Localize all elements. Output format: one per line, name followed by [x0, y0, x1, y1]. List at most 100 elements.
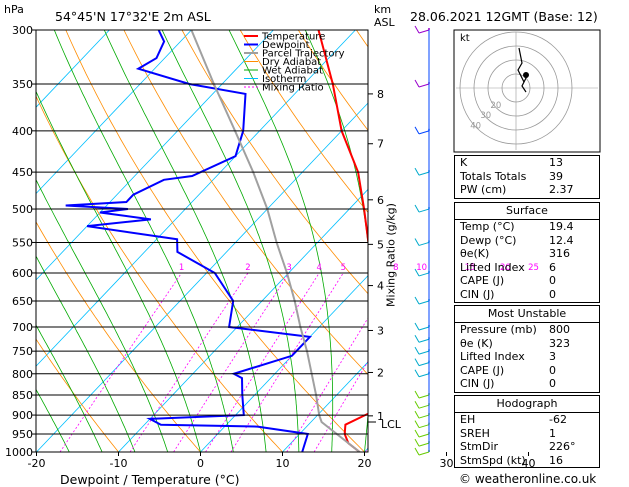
height-unit-asl: ASL [374, 16, 395, 29]
mu-value: 323 [549, 337, 570, 351]
mixing-ratio-label: 10 [416, 263, 427, 273]
surface-value: 6 [549, 261, 556, 275]
mixing-ratio-label: 2 [245, 263, 250, 273]
mu-label: CAPE (J) [460, 364, 504, 378]
surface-row: Temp (°C) 19.4 [455, 220, 599, 234]
wind-barb-flag [415, 411, 419, 418]
surface-row: CAPE (J) 0 [455, 274, 599, 288]
wind-barb-flag [415, 238, 419, 245]
x-axis-title: Dewpoint / Temperature (°C) [60, 472, 239, 487]
wind-barb [419, 327, 429, 330]
wind-barb-flag [415, 127, 419, 134]
wind-barb [419, 131, 429, 134]
wet-adiabat-line [11, 30, 201, 452]
wind-barb-flag [415, 168, 419, 175]
hodo-value: 16 [549, 454, 563, 468]
mixing-ratio-label: 3 [286, 263, 291, 273]
y-tick-label: 400 [12, 125, 33, 138]
mixing-ratio-label: 1 [179, 263, 184, 273]
surface-value: 316 [549, 247, 570, 261]
wind-barb [419, 363, 429, 366]
y-tick-label: 350 [12, 78, 33, 91]
hodo-label: EH [460, 413, 475, 427]
height-tick-label: 7 [377, 138, 384, 151]
hodo-value: 226° [549, 440, 576, 454]
wind-barb-flag [415, 359, 419, 366]
wind-barb [419, 415, 429, 418]
y-tick-label: 450 [12, 166, 33, 179]
wind-barb-flag [415, 448, 419, 455]
height-tick-label: 2 [377, 366, 384, 379]
x-tick-label: 0 [197, 457, 204, 470]
wind-barb-flag [415, 26, 419, 33]
surface-row: CIN (J)0 [455, 288, 599, 302]
credit-text: © weatheronline.co.uk [459, 472, 596, 486]
index-value: 2.37 [549, 183, 574, 197]
y-tick-label: 800 [12, 368, 33, 381]
y-tick-label: 550 [12, 236, 33, 249]
wind-barb-flag [415, 347, 419, 354]
hodo-value: 1 [549, 427, 556, 441]
index-label: Totals Totals [460, 170, 526, 184]
surface-label: CIN (J) [460, 288, 494, 302]
hodo-label: SREH [460, 427, 490, 441]
mu-row: CAPE (J)0 [455, 364, 599, 378]
mu-label: Pressure (mb) [460, 323, 537, 337]
surface-label: CAPE (J) [460, 274, 504, 288]
wind-barb [419, 452, 429, 455]
hodograph-unit: kt [460, 33, 470, 44]
wind-barb-flag [415, 430, 419, 437]
height-tick-label: 8 [377, 88, 384, 101]
y-tick-label: 750 [12, 345, 33, 358]
mu-label: Lifted Index [460, 350, 525, 364]
wind-barb [419, 443, 429, 446]
wind-barb [419, 273, 429, 276]
surface-label: Temp (°C) [460, 220, 515, 234]
wind-barb [419, 374, 429, 377]
height-tick-label: 3 [377, 324, 384, 337]
lcl-label: LCL [381, 418, 401, 431]
y-tick-label: 500 [12, 203, 33, 216]
wind-barb [419, 339, 429, 342]
wind-barb [419, 172, 429, 175]
wind-barb [419, 209, 429, 212]
x-tick-label: -20 [28, 457, 46, 470]
most-unstable-title: Most Unstable [455, 306, 599, 323]
y-tick-label: 900 [12, 409, 33, 422]
hodograph-frame [454, 30, 600, 152]
height-unit-km: km [374, 3, 391, 16]
index-label: K [460, 156, 467, 170]
x-tick-label: 30 [440, 457, 454, 470]
location-title: 54°45'N 17°32'E 2m ASL [55, 9, 211, 24]
hodograph-ring-label: 40 [470, 121, 481, 131]
height-tick-label: 5 [377, 238, 384, 251]
hodo-row: SREH 1 [455, 427, 599, 441]
legend-label: Mixing Ratio [262, 83, 324, 94]
index-value: 39 [549, 170, 563, 184]
mu-label: θe (K) [460, 337, 493, 351]
surface-row: Dewp (°C)12.4 [455, 234, 599, 248]
date-title: 28.06.2021 12GMT (Base: 12) [410, 9, 598, 24]
wind-barb-flag [415, 370, 419, 377]
mixing-ratio-axis-title: Mixing Ratio (g/kg) [385, 203, 398, 307]
mixing-ratio-label: 4 [317, 263, 322, 273]
wind-barb-flag [415, 80, 419, 87]
hodo-label: StmDir [460, 440, 498, 454]
y-tick-label: 300 [12, 24, 33, 37]
hodograph-ring-label: 20 [490, 101, 501, 111]
wet-adiabat-line [54, 30, 233, 452]
wind-barb [419, 30, 429, 33]
index-value: 13 [549, 156, 563, 170]
surface-value: 19.4 [549, 220, 574, 234]
wind-barb-flag [415, 401, 419, 408]
surface-value: 0 [549, 274, 556, 288]
wind-barb [419, 405, 429, 408]
wind-barb [419, 351, 429, 354]
surface-label: Dewp (°C) [460, 234, 516, 248]
